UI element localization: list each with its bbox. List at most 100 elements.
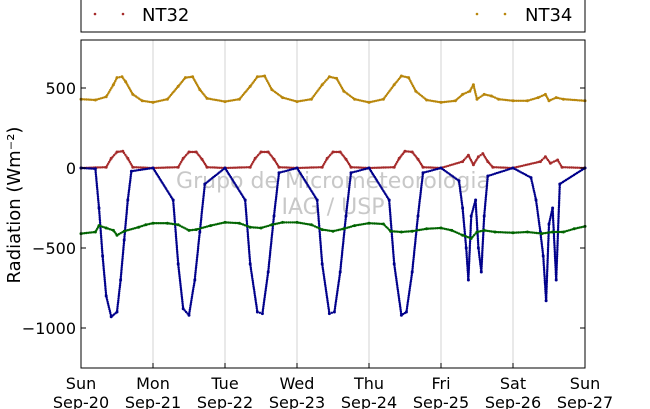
series-2-dot xyxy=(556,246,559,249)
series-2-dot xyxy=(95,178,98,182)
series-2-dot xyxy=(174,235,178,238)
series-2-dot xyxy=(543,275,546,278)
series-2-dot xyxy=(190,299,193,302)
series-2-dot xyxy=(536,210,539,213)
series-2-dot xyxy=(425,170,428,173)
series-2-dot xyxy=(553,253,557,256)
x-tick-day-2: Tue xyxy=(210,374,238,393)
series-3-dot xyxy=(429,227,432,230)
series-2-dot xyxy=(255,305,258,308)
series-2-dot xyxy=(546,263,549,266)
series-2-dot xyxy=(104,289,107,292)
series-3-dot xyxy=(369,222,372,225)
series-2-dot xyxy=(397,295,400,299)
series-2-dot xyxy=(193,275,197,278)
series-0-dot xyxy=(473,87,476,90)
series-2-dot xyxy=(555,262,558,265)
series-2-dot xyxy=(551,214,555,217)
series-2-dot xyxy=(355,170,358,173)
series-2-dot xyxy=(319,240,322,244)
series-2-dot xyxy=(129,179,132,182)
series-0-dot xyxy=(110,87,113,90)
series-2-dot xyxy=(557,220,560,224)
series-2-dot xyxy=(102,267,105,270)
series-0-dot xyxy=(220,99,223,103)
series-2-dot xyxy=(547,226,551,229)
series-2-dot xyxy=(104,291,108,294)
y-tick-label-3: −1000 xyxy=(22,319,76,338)
series-2-dot xyxy=(542,267,546,271)
series-3-dot xyxy=(362,222,365,226)
series-2-dot xyxy=(353,170,356,173)
series-2-dot xyxy=(344,220,347,223)
series-2-dot xyxy=(480,265,483,268)
series-2-dot xyxy=(396,288,399,291)
series-2-dot xyxy=(475,215,478,218)
series-2-point-20 xyxy=(243,198,247,202)
series-2-dot xyxy=(480,256,484,259)
series-1-dot xyxy=(256,154,260,157)
series-2-dot xyxy=(118,288,121,291)
series-2-dot xyxy=(245,222,249,225)
series-2-dot xyxy=(244,206,247,209)
series-0-dot xyxy=(373,100,376,103)
series-2-dot xyxy=(196,251,199,254)
series-3-dot xyxy=(202,226,205,229)
series-1-dot xyxy=(557,160,560,163)
series-0-dot xyxy=(499,98,502,101)
series-2-dot xyxy=(326,303,330,306)
series-1-dot xyxy=(429,166,432,169)
series-1-dot xyxy=(209,166,212,169)
series-3 xyxy=(79,220,587,240)
series-0-dot xyxy=(325,78,328,82)
series-2-dot xyxy=(263,299,266,303)
series-2-dot xyxy=(481,247,484,250)
series-0-dot xyxy=(531,98,534,101)
series-0-dot xyxy=(463,92,466,95)
series-2-dot xyxy=(546,250,550,253)
series-1-dot xyxy=(308,166,311,169)
series-2-dot xyxy=(200,212,203,215)
x-tick-day-6: Sat xyxy=(500,374,526,393)
series-2-dot xyxy=(281,170,284,173)
series-2-dot xyxy=(393,268,397,271)
series-0-dot xyxy=(576,99,579,102)
series-2-dot xyxy=(292,167,295,171)
series-3-dot xyxy=(420,228,423,231)
series-2-dot xyxy=(546,255,549,259)
series-2-dot xyxy=(536,213,540,217)
series-2-dot xyxy=(407,292,411,295)
series-2-dot xyxy=(320,251,323,255)
series-2-dot xyxy=(414,234,418,238)
series-2-dot xyxy=(464,241,467,244)
series-1-dot xyxy=(207,166,210,169)
series-2-dot xyxy=(244,200,247,203)
series-2-dot xyxy=(347,191,350,194)
series-1-dot xyxy=(566,166,569,169)
series-1-dot xyxy=(531,162,535,165)
series-2-dot xyxy=(126,197,130,200)
series-2-dot xyxy=(102,262,105,265)
series-2-dot xyxy=(339,263,343,266)
series-1-dot xyxy=(214,166,218,169)
series-2-dot xyxy=(202,197,205,200)
series-2-dot xyxy=(189,302,192,306)
series-3-dot xyxy=(542,232,545,235)
series-3-dot xyxy=(499,231,502,234)
series-2-dot xyxy=(276,182,279,185)
series-2-dot xyxy=(195,260,198,263)
series-1-dot xyxy=(407,150,410,153)
series-2-dot xyxy=(481,250,484,254)
series-2-dot xyxy=(418,202,421,205)
series-2-dot xyxy=(318,229,321,233)
series-1-dot xyxy=(552,160,556,163)
series-3-dot xyxy=(301,222,304,225)
series-0-dot xyxy=(429,99,432,102)
series-2-dot xyxy=(197,243,200,247)
series-1-dot xyxy=(303,166,306,169)
x-tick-date-2: Sep-22 xyxy=(197,393,253,409)
series-2-dot xyxy=(393,266,396,269)
series-2-dot xyxy=(557,208,560,211)
series-2-dot xyxy=(317,220,321,224)
series-2-dot xyxy=(398,303,402,306)
